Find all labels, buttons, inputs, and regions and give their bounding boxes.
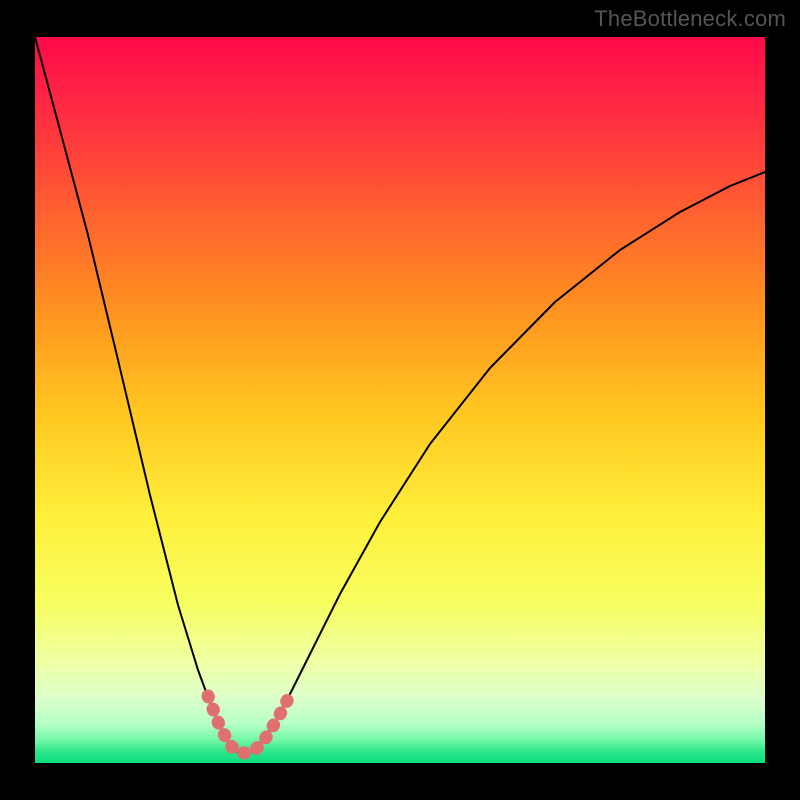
gradient-background	[35, 37, 765, 763]
chart-frame: TheBottleneck.com	[0, 0, 800, 800]
bottleneck-chart	[0, 0, 800, 800]
